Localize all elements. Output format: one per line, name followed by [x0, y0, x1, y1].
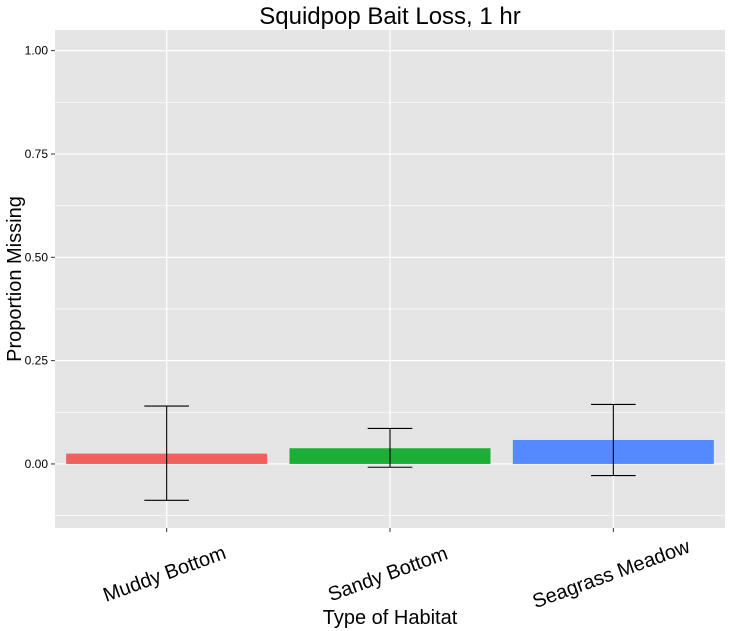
error-bars [144, 403, 636, 501]
y-tick-label: 0.75 [25, 147, 49, 161]
x-tick-label: Sandy Bottom [325, 543, 451, 607]
chart-title: Squidpop Bait Loss, 1 hr [259, 3, 521, 30]
y-tick-label: 0.50 [25, 250, 49, 264]
y-tick-label: 0.25 [25, 354, 49, 368]
y-tick-label: 0.00 [25, 457, 49, 471]
y-axis: 0.00 0.25 0.50 0.75 1.00 [25, 44, 55, 471]
x-axis-title: Type of Habitat [323, 607, 458, 629]
y-tick-label: 1.00 [25, 44, 49, 58]
x-tick-label: Muddy Bottom [100, 542, 229, 607]
x-axis: Muddy Bottom Sandy Bottom Seagrass Meadow [100, 528, 693, 613]
y-axis-title: Proportion Missing [4, 196, 26, 362]
x-tick-label: Seagrass Meadow [530, 536, 694, 614]
